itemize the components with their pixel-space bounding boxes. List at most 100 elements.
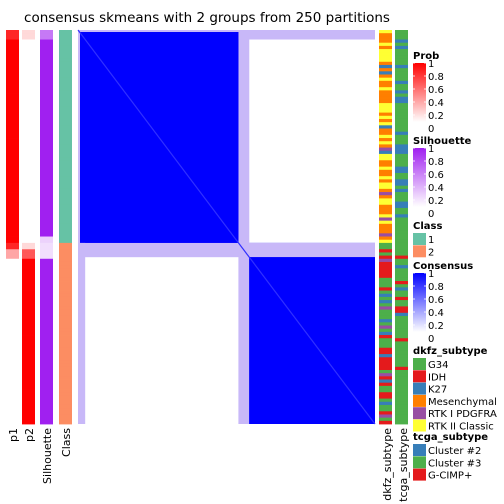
label-p1: p1 (7, 428, 20, 442)
class-column-cell (59, 74, 72, 79)
silhouette-column-cell (40, 268, 53, 272)
class-column-cell (59, 182, 72, 187)
silhouette-column-cell (40, 118, 53, 123)
class-column-cell (59, 258, 72, 263)
dkfz-subtype-cell (379, 392, 392, 396)
tcga-subtype-cell (395, 217, 408, 222)
dkfz-subtype-cell (379, 300, 392, 304)
dkfz-subtype-cell (379, 192, 392, 196)
silhouette-column-cell (40, 138, 53, 142)
dkfz-subtype-cell (379, 315, 392, 320)
tcga-subtype-cell (395, 417, 408, 422)
class-column-cell (59, 147, 72, 152)
silhouette-column-cell (40, 293, 53, 298)
p1-column-cell (6, 80, 19, 85)
legend-title-silhouette: Silhouette (413, 136, 472, 147)
class-column-cell (59, 404, 72, 409)
tcga-subtype-cell (395, 230, 408, 234)
uncertain-rows-split (78, 242, 375, 258)
silhouette-column-cell (40, 360, 53, 365)
dkfz-subtype-cell (379, 319, 392, 323)
tcga-subtype-cell (395, 331, 408, 336)
tcga-subtype-cell (395, 360, 408, 365)
class-column-cell (59, 45, 72, 50)
silhouette-column-cell (40, 303, 53, 307)
dkfz-subtype-cell (379, 131, 392, 136)
silhouette-column-cell (40, 61, 53, 66)
p1-column-cell (6, 39, 19, 44)
dkfz-subtype-cell (379, 33, 392, 37)
class-column-cell (59, 389, 72, 393)
class-column-cell (59, 42, 72, 47)
p2-column-cell (22, 354, 35, 358)
class-column-cell (59, 230, 72, 234)
tcga-subtype-cell (395, 211, 408, 215)
class-column-cell (59, 138, 72, 142)
dkfz-subtype-cell (379, 347, 392, 352)
p2-column-cell (22, 274, 35, 279)
class-column-cell (59, 319, 72, 323)
p2-column-cell (22, 138, 35, 142)
class-column-cell (59, 131, 72, 136)
silhouette-column-cell (40, 166, 53, 171)
silhouette-column-cell (40, 376, 53, 380)
legend-tick: 0.4 (428, 98, 444, 109)
silhouette-column-cell (40, 87, 53, 91)
legend-swatch (413, 407, 426, 420)
silhouette-column-cell (40, 306, 53, 311)
class-column-cell (59, 30, 72, 34)
dkfz-subtype-cell (379, 169, 392, 174)
dkfz-subtype-cell (379, 112, 392, 117)
p1-column-cell (6, 293, 19, 298)
legend-swatch (413, 444, 426, 456)
p2-column-cell (22, 68, 35, 72)
dkfz-subtype-cell (379, 249, 392, 253)
p1-column-cell (6, 389, 19, 393)
legend-tick: 0.8 (428, 157, 444, 168)
class-column-cell (59, 169, 72, 174)
tcga-subtype-cell (395, 204, 408, 209)
class-column-cell (59, 376, 72, 380)
dkfz-subtype-cell (379, 80, 392, 85)
dkfz-subtype-cell (379, 395, 392, 399)
legend-tick: 0.8 (428, 282, 444, 293)
dkfz-subtype-cell (379, 360, 392, 365)
dkfz-subtype-cell (379, 312, 392, 317)
class-column-cell (59, 252, 72, 256)
class-column-cell (59, 125, 72, 129)
tcga-subtype-cell (395, 271, 408, 276)
tcga-subtype-cell (395, 90, 408, 94)
dkfz-subtype-cell (379, 411, 392, 415)
p2-column-cell (22, 369, 35, 374)
dkfz-subtype-cell (379, 182, 392, 187)
tcga-subtype-cell (395, 33, 408, 37)
silhouette-column-cell (40, 319, 53, 323)
tcga-subtype-cell (395, 55, 408, 59)
class-column-cell (59, 350, 72, 355)
p1-column-cell (6, 55, 19, 59)
class-column-cell (59, 227, 72, 231)
tcga-subtype-cell (395, 296, 408, 301)
silhouette-column-cell (40, 258, 53, 263)
p2-column-cell (22, 328, 35, 333)
p2-column-cell (22, 249, 35, 253)
class-column-cell (59, 144, 72, 148)
p1-column-cell (6, 125, 19, 129)
p1-column-cell (6, 182, 19, 187)
silhouette-column-cell (40, 204, 53, 209)
silhouette-column-cell (40, 169, 53, 174)
silhouette-column-cell (40, 52, 53, 56)
class-column-cell (59, 274, 72, 279)
tcga-subtype-cell (395, 303, 408, 307)
dkfz-subtype-cell (379, 61, 392, 66)
p2-column-cell (22, 80, 35, 85)
tcga-subtype-cell (395, 201, 408, 206)
p2-column-cell (22, 195, 35, 199)
silhouette-column-cell (40, 39, 53, 44)
p2-column-cell (22, 204, 35, 209)
p1-column-cell (6, 36, 19, 40)
class-column-cell (59, 408, 72, 412)
p1-column-cell (6, 258, 19, 263)
class-column-cell (59, 360, 72, 365)
dkfz-subtype-cell (379, 344, 392, 349)
